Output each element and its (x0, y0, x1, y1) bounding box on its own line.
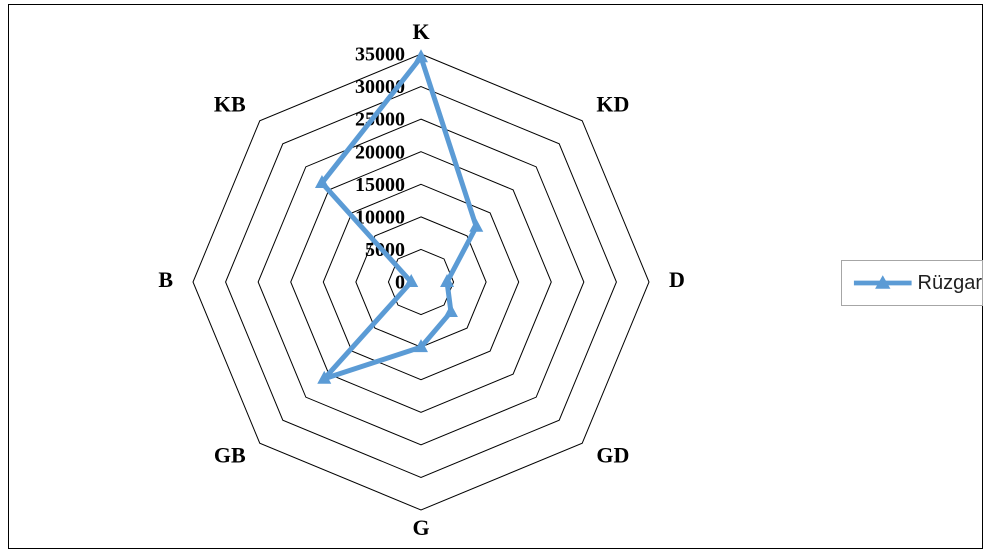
tick-label: 20000 (355, 141, 405, 163)
grid-ring (257, 118, 585, 446)
grid-ring (290, 151, 552, 413)
tick-label: 15000 (355, 174, 405, 196)
grid-ring (355, 216, 487, 348)
tick-label: 35000 (355, 44, 405, 66)
category-label: KB (214, 92, 246, 117)
data-point-marker (414, 339, 428, 353)
category-label: D (669, 267, 685, 292)
category-label: K (412, 19, 429, 44)
data-point-marker (443, 303, 458, 317)
legend-marker-icon (853, 275, 912, 289)
category-label: GB (214, 442, 246, 467)
category-label: B (158, 267, 173, 292)
category-label: GD (596, 442, 629, 467)
tick-label: 10000 (355, 206, 405, 228)
data-point-marker (414, 49, 428, 63)
category-label: KD (596, 92, 629, 117)
data-point-marker (469, 218, 484, 232)
legend-label: Rüzgar (917, 271, 982, 294)
tick-label: 0 (395, 272, 405, 294)
data-point-marker (314, 174, 329, 188)
grid-ring (192, 53, 650, 511)
radar-chart: KKDDGDGGBBKB0500010000150002000025000300… (158, 19, 685, 540)
data-point-marker (404, 274, 419, 287)
data-point-marker (317, 370, 332, 384)
category-label: G (412, 515, 429, 540)
data-point-marker (440, 274, 455, 287)
grid-ring (322, 183, 520, 381)
grid-ring (225, 86, 617, 478)
legend: Rüzgar (841, 260, 983, 306)
chart-area: K KD D GD G GB B KB 0 5000 10000 15000 20000 25000 300… (8, 4, 983, 549)
